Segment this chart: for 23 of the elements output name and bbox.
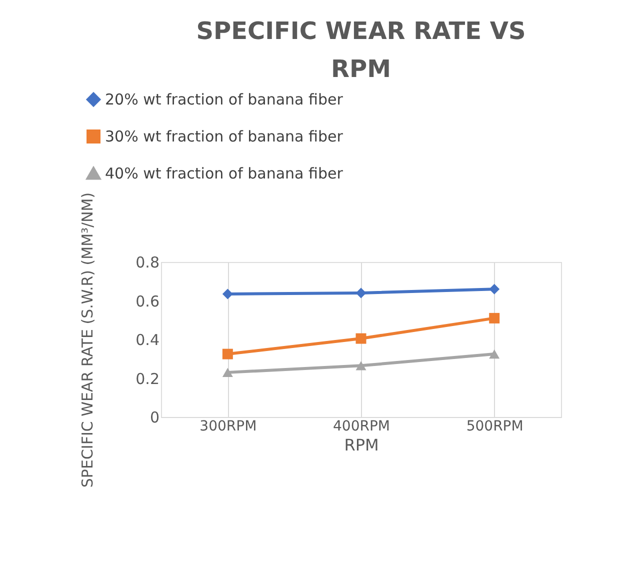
x-tick-label: 500RPM bbox=[466, 418, 524, 434]
point bbox=[489, 284, 500, 294]
point bbox=[222, 288, 233, 300]
chart-title: SPECIFIC WEAR RATE VS RPM bbox=[196, 17, 526, 83]
point bbox=[356, 333, 366, 344]
y-axis-title: SPECIFIC WEAR RATE (S.W.R) (MM³/NM) bbox=[78, 192, 97, 488]
x-tick-label: 300RPM bbox=[200, 418, 257, 434]
y-tick-label: 0.4 bbox=[136, 331, 160, 349]
x-axis-title: RPM bbox=[344, 436, 379, 454]
y-tick-label: 0.2 bbox=[136, 370, 160, 388]
point bbox=[489, 312, 500, 324]
point bbox=[222, 368, 233, 377]
point bbox=[356, 288, 366, 298]
point bbox=[222, 348, 233, 360]
y-tick-label: 0.8 bbox=[136, 254, 160, 272]
legend-label: 40% wt fraction of banana fiber bbox=[105, 164, 344, 182]
point bbox=[356, 361, 366, 370]
y-tick-label: 0 bbox=[150, 408, 160, 426]
legend-label: 20% wt fraction of banana fiber bbox=[105, 90, 344, 108]
point bbox=[489, 349, 500, 359]
legend-label: 30% wt fraction of banana fiber bbox=[105, 128, 344, 146]
x-tick-label: 400RPM bbox=[333, 418, 390, 434]
y-tick-label: 0.6 bbox=[136, 292, 160, 310]
